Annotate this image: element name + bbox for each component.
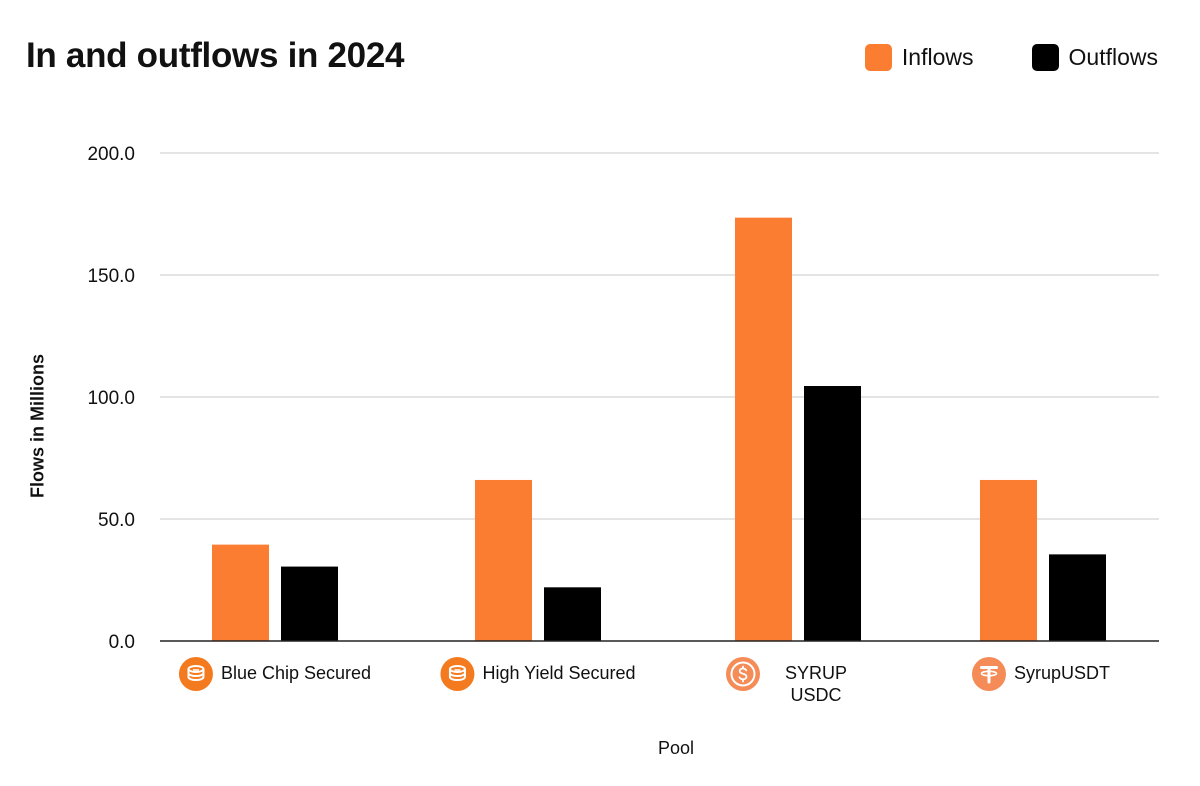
legend-item-inflows: Inflows bbox=[864, 44, 974, 71]
category-text: SYRUP USDC bbox=[784, 663, 847, 705]
legend-label-outflows: Outflows bbox=[1068, 44, 1158, 70]
legend-swatch-outflows bbox=[1031, 44, 1059, 71]
y-axis-label: Flows in Millions bbox=[27, 354, 48, 498]
category-label-high-yield-secured: High Yield Secured bbox=[440, 657, 636, 691]
y-tick-label: 100.0 bbox=[87, 388, 135, 409]
legend: Inflows Outflows bbox=[807, 44, 1158, 71]
bar-outflows-0 bbox=[281, 566, 338, 641]
y-tick-label: 200.0 bbox=[87, 144, 135, 165]
x-axis-label: Pool bbox=[657, 738, 695, 758]
category-label-blue-chip-secured: Blue Chip Secured bbox=[178, 657, 372, 691]
bar-outflows-2 bbox=[804, 386, 861, 641]
legend-swatch-inflows bbox=[864, 44, 892, 71]
category-text: Blue Chip Secured bbox=[220, 663, 372, 683]
bar-inflows-3 bbox=[980, 479, 1037, 641]
bar-inflows-2 bbox=[735, 217, 792, 641]
category-text: SyrupUSDT bbox=[1013, 663, 1111, 683]
legend-item-outflows: Outflows bbox=[1031, 44, 1158, 71]
coins-icon bbox=[440, 657, 475, 691]
y-tick-label: 150.0 bbox=[87, 266, 135, 287]
bar-outflows-3 bbox=[1049, 554, 1106, 641]
bar-outflows-1 bbox=[544, 587, 601, 641]
y-tick-label: 0.0 bbox=[109, 632, 135, 653]
category-label-syrup-usdc: SYRUP USDC bbox=[726, 657, 864, 706]
usdc-icon bbox=[726, 657, 760, 691]
bar-inflows-1 bbox=[475, 479, 532, 641]
legend-label-inflows: Inflows bbox=[901, 44, 974, 70]
y-tick-label: 50.0 bbox=[98, 510, 135, 531]
tether-icon bbox=[971, 657, 1006, 691]
category-label-syrupusdt: SyrupUSDT bbox=[971, 657, 1111, 691]
category-text: High Yield Secured bbox=[482, 663, 636, 683]
bar-inflows-0 bbox=[212, 544, 269, 641]
chart-title: In and outflows in 2024 bbox=[26, 36, 405, 75]
coins-icon bbox=[178, 657, 213, 691]
